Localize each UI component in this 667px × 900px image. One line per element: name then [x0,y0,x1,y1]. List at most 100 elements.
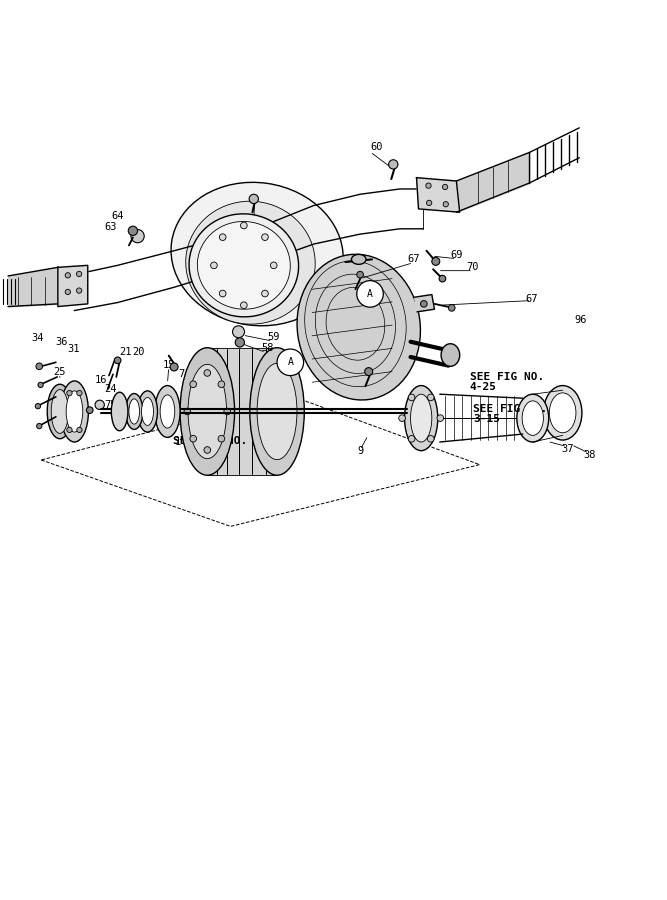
Circle shape [448,304,455,311]
Circle shape [408,436,415,442]
Text: SEE FIG NO.: SEE FIG NO. [173,436,247,446]
Circle shape [218,381,225,388]
Ellipse shape [257,364,297,460]
Circle shape [249,194,258,203]
Ellipse shape [141,398,153,426]
Text: 67: 67 [525,293,538,303]
Text: 60: 60 [370,142,383,152]
Ellipse shape [111,392,128,431]
Circle shape [77,391,82,396]
Circle shape [190,436,197,442]
Circle shape [357,271,364,278]
Circle shape [261,234,268,240]
Text: 25: 25 [53,366,66,376]
Circle shape [442,184,448,190]
Text: 4-80: 4-80 [197,446,224,455]
Circle shape [65,289,71,294]
Text: 8: 8 [418,413,424,423]
Text: 70: 70 [467,262,479,273]
Text: FRONT: FRONT [251,253,288,266]
Circle shape [204,370,211,376]
Circle shape [67,391,72,396]
Circle shape [439,275,446,282]
Circle shape [128,226,137,236]
Circle shape [211,262,217,269]
Ellipse shape [544,385,582,440]
Circle shape [443,202,448,207]
Circle shape [219,290,226,297]
Circle shape [38,382,43,388]
Circle shape [95,400,104,410]
Ellipse shape [189,214,299,317]
Circle shape [408,394,415,400]
Ellipse shape [250,347,304,475]
Text: 31: 31 [67,344,79,354]
Ellipse shape [188,364,227,459]
Ellipse shape [517,394,549,442]
Text: 49: 49 [251,216,263,226]
Text: 58: 58 [261,344,273,354]
Text: 96: 96 [574,316,587,326]
Circle shape [170,363,178,371]
Circle shape [184,409,191,415]
Circle shape [114,357,121,364]
Text: 75: 75 [105,400,117,410]
Text: 20: 20 [133,346,145,356]
Ellipse shape [550,393,576,433]
Ellipse shape [137,391,157,432]
Circle shape [37,423,42,428]
Ellipse shape [47,384,73,438]
Text: SEE FIG NO.: SEE FIG NO. [470,372,544,382]
Circle shape [428,394,434,400]
Text: SEE FIG NO.: SEE FIG NO. [473,404,547,414]
Text: 76: 76 [75,410,87,420]
Circle shape [219,234,226,240]
Circle shape [389,159,398,169]
Text: 36: 36 [55,338,67,347]
Text: 69: 69 [450,250,463,260]
Polygon shape [58,266,88,307]
Text: 9: 9 [357,446,364,456]
Text: 16: 16 [95,374,107,384]
Text: 15: 15 [163,360,175,370]
Ellipse shape [51,390,69,434]
Ellipse shape [297,255,420,400]
Text: 21: 21 [119,346,132,356]
Text: A: A [287,357,293,367]
Ellipse shape [522,400,544,436]
Circle shape [190,381,197,388]
Ellipse shape [155,385,180,437]
Text: 63: 63 [105,222,117,232]
Polygon shape [416,177,460,212]
Ellipse shape [61,381,89,442]
Ellipse shape [171,183,344,326]
Ellipse shape [411,394,432,442]
Circle shape [420,301,427,307]
Ellipse shape [197,221,290,310]
Circle shape [65,273,71,278]
Text: 2: 2 [117,400,123,410]
Text: 74: 74 [178,369,190,379]
Polygon shape [414,294,434,311]
Circle shape [87,407,93,413]
Circle shape [224,409,231,415]
Circle shape [428,436,434,442]
Circle shape [241,302,247,309]
Circle shape [131,230,144,243]
Circle shape [261,290,268,297]
Circle shape [77,428,82,433]
Ellipse shape [129,399,139,424]
Text: 64: 64 [111,212,124,221]
Circle shape [218,436,225,442]
Ellipse shape [180,347,235,475]
Circle shape [365,367,373,375]
Circle shape [426,201,432,205]
Circle shape [241,222,247,229]
Text: A: A [367,289,373,299]
Ellipse shape [125,393,143,429]
Circle shape [277,349,303,375]
Circle shape [437,415,444,421]
Text: 3-15: 3-15 [473,414,500,424]
Circle shape [235,338,245,347]
Text: 37: 37 [561,444,574,454]
